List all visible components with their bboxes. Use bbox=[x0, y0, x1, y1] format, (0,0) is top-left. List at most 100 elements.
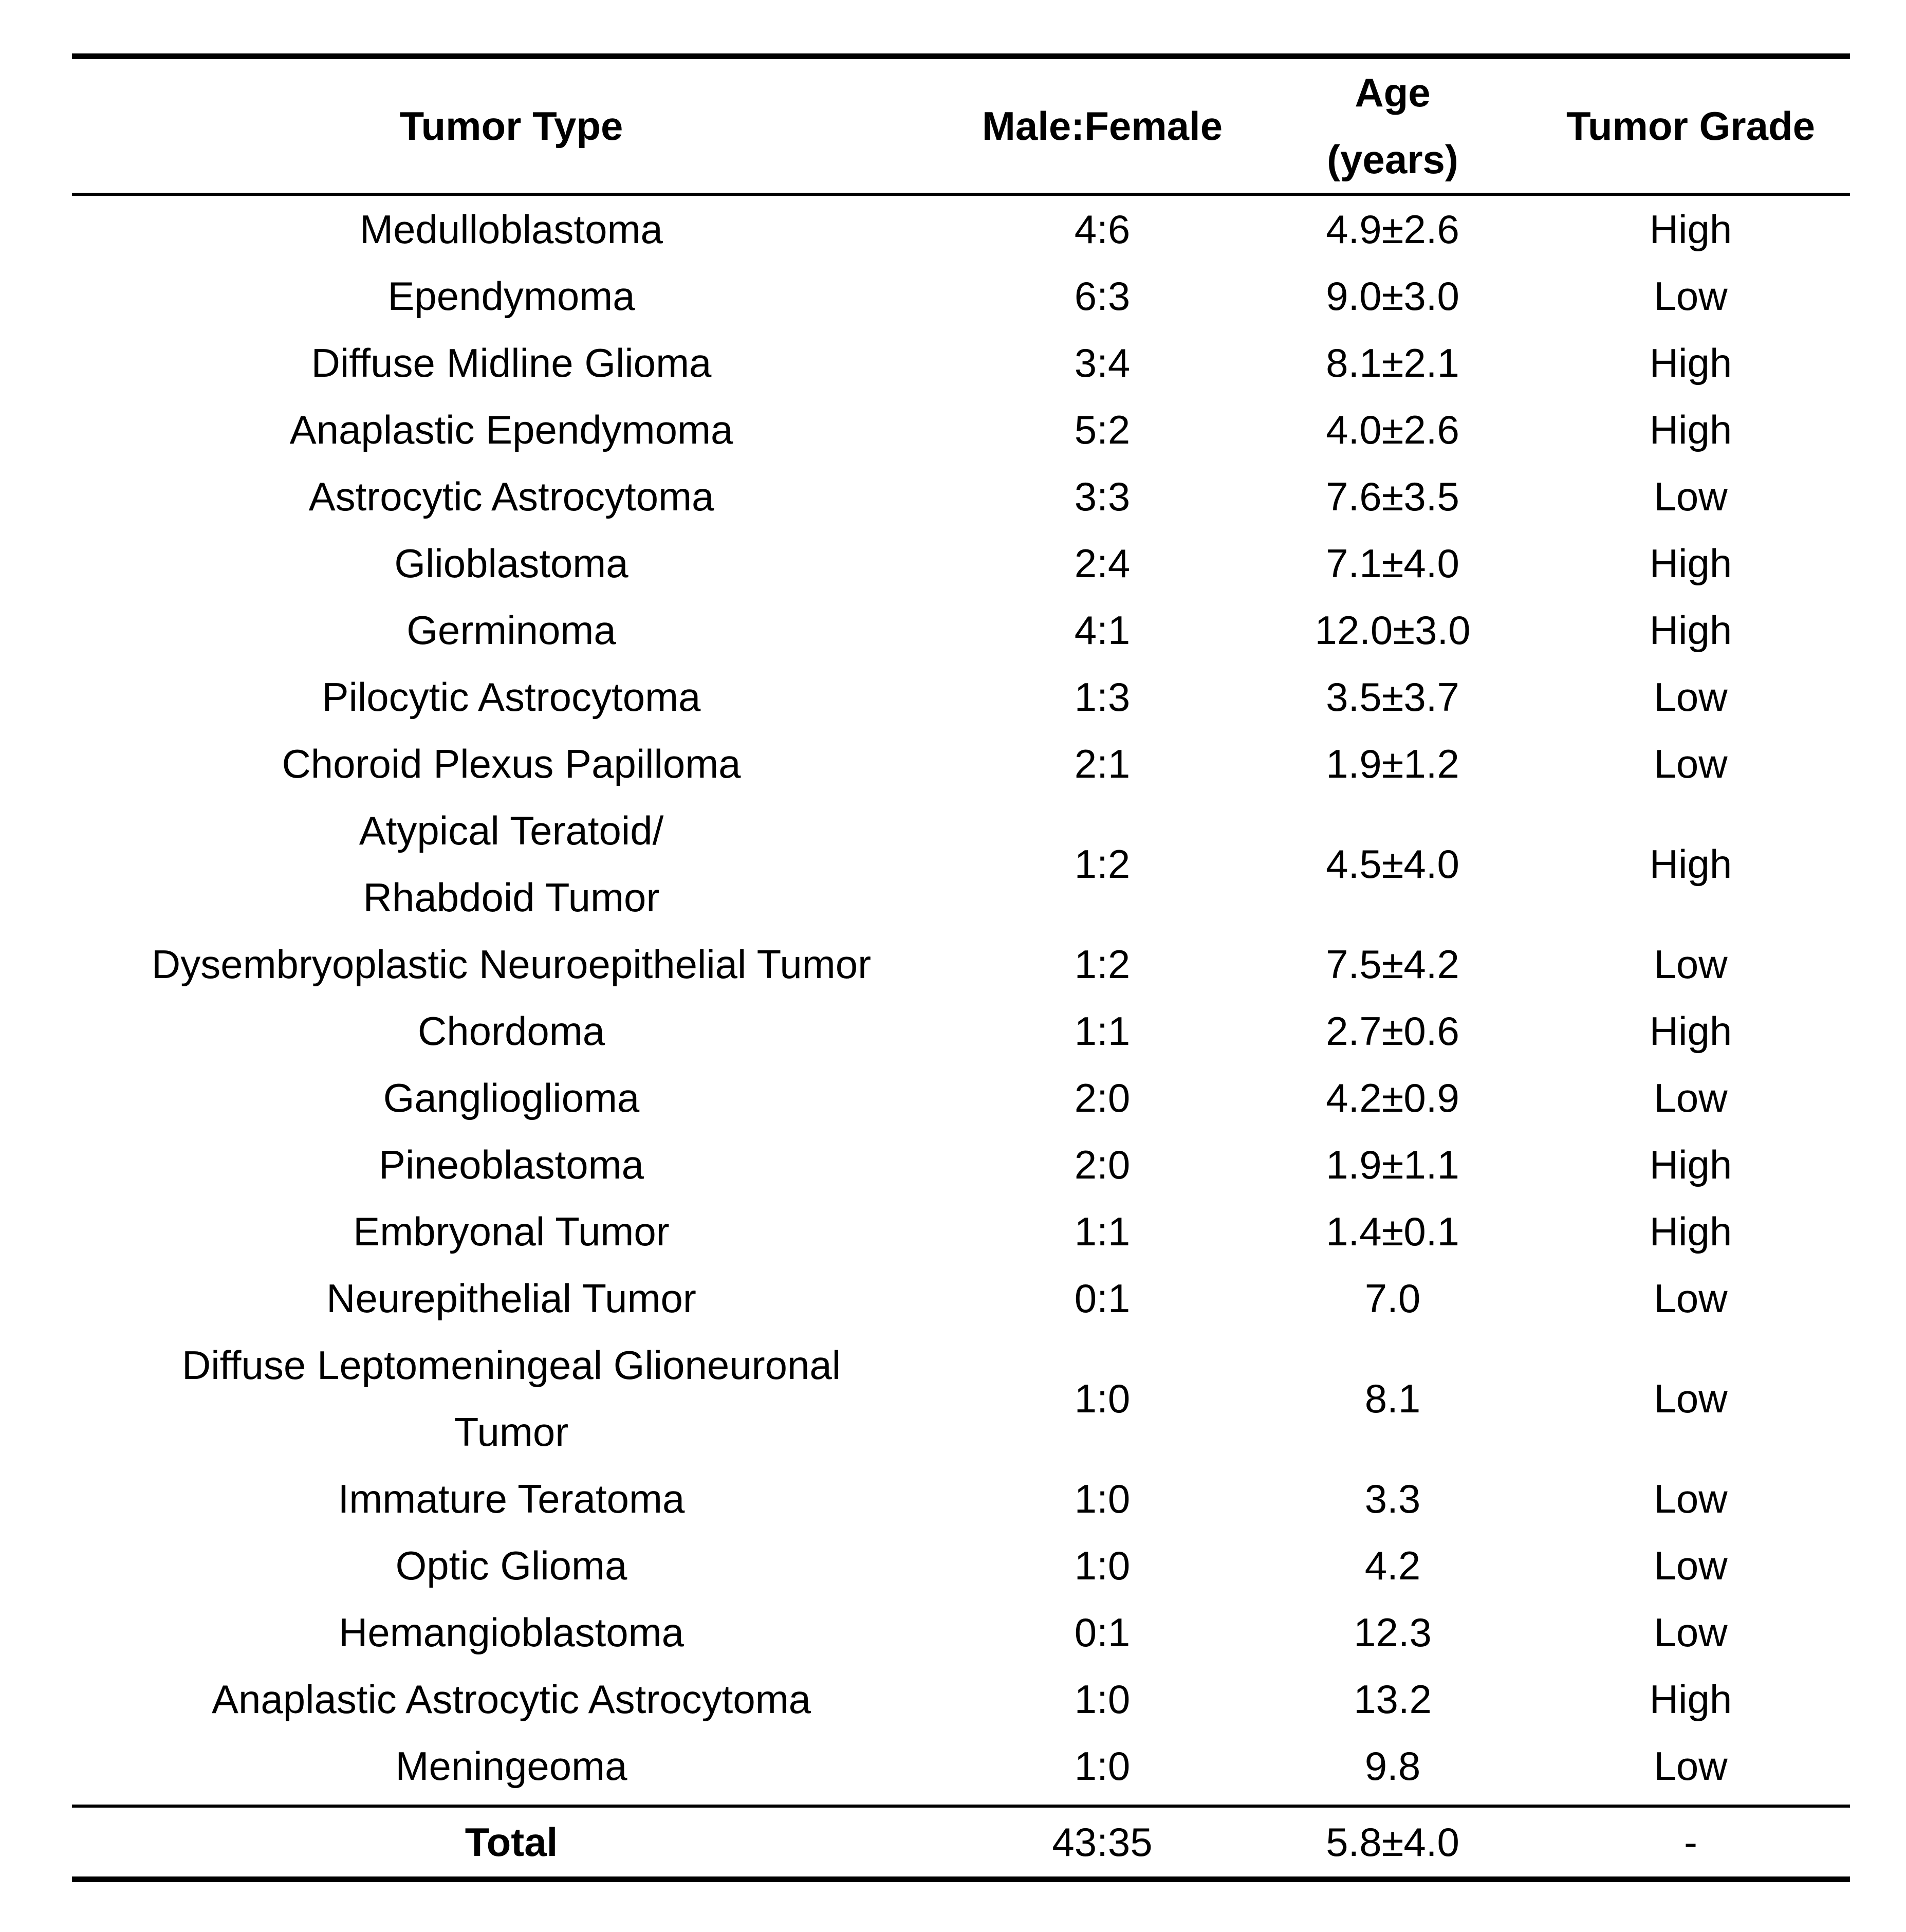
table-row: Medulloblastoma 4:6 4.9±2.6 High bbox=[72, 194, 1850, 263]
cell-age: 7.0 bbox=[1364, 1276, 1421, 1321]
tumor-type-line1: Choroid Plexus Papilloma bbox=[282, 741, 741, 786]
cell-tumor-type: Anaplastic Ependymoma bbox=[72, 396, 951, 463]
cell-male-female: 2:0 bbox=[1074, 1142, 1131, 1187]
table-row: Pilocytic Astrocytoma 1:3 3.5±3.7 Low bbox=[72, 664, 1850, 730]
cell-tumor-type: Immature Teratoma bbox=[72, 1465, 951, 1532]
cell-male-female: 4:6 bbox=[1074, 207, 1131, 252]
cell-male-female: 0:1 bbox=[1074, 1276, 1131, 1321]
total-grade: - bbox=[1684, 1819, 1697, 1865]
cell-age: 13.2 bbox=[1354, 1677, 1432, 1722]
cell-age: 4.5±4.0 bbox=[1326, 841, 1459, 887]
cell-age: 7.6±3.5 bbox=[1326, 474, 1459, 519]
table-body: Medulloblastoma 4:6 4.9±2.6 High Ependymoma 6… bbox=[72, 194, 1850, 1806]
cell-age: 12.0±3.0 bbox=[1315, 608, 1471, 653]
table-row: Pineoblastoma 2:0 1.9±1.1 High bbox=[72, 1131, 1850, 1198]
cell-tumor-grade: High bbox=[1649, 207, 1732, 252]
cell-tumor-type: Dysembryoplastic Neuroepithelial Tumor bbox=[72, 931, 951, 998]
tumor-type-line1: Neurepithelial Tumor bbox=[326, 1276, 696, 1321]
cell-male-female: 1:0 bbox=[1074, 1376, 1131, 1421]
cell-age: 7.5±4.2 bbox=[1326, 942, 1459, 987]
cell-tumor-type: Ganglioglioma bbox=[72, 1064, 951, 1131]
cell-tumor-grade: Low bbox=[1654, 741, 1728, 786]
cell-male-female: 5:2 bbox=[1074, 407, 1131, 452]
tumor-type-line1: Germinoma bbox=[406, 608, 616, 653]
header-tumor-type: Tumor Type bbox=[399, 103, 623, 149]
table-row: Anaplastic Ependymoma 5:2 4.0±2.6 High bbox=[72, 396, 1850, 463]
tumor-type-line1: Optic Glioma bbox=[395, 1543, 627, 1588]
cell-age: 12.3 bbox=[1354, 1610, 1432, 1655]
cell-tumor-type: Diffuse Leptomeningeal Glioneuronal Tumor bbox=[72, 1332, 951, 1465]
table-row: Diffuse Leptomeningeal Glioneuronal Tumor… bbox=[72, 1332, 1850, 1465]
cell-male-female: 0:1 bbox=[1074, 1610, 1131, 1655]
cell-tumor-grade: Low bbox=[1654, 674, 1728, 720]
cell-age: 4.2±0.9 bbox=[1326, 1075, 1459, 1120]
cell-tumor-type: Germinoma bbox=[72, 597, 951, 664]
tumor-type-line1: Ganglioglioma bbox=[383, 1075, 640, 1120]
cell-tumor-type: Meningeoma bbox=[72, 1733, 951, 1806]
cell-tumor-grade: High bbox=[1649, 1142, 1732, 1187]
table-row: Diffuse Midline Glioma 3:4 8.1±2.1 High bbox=[72, 329, 1850, 396]
cell-male-female: 3:3 bbox=[1074, 474, 1131, 519]
cell-tumor-type: Choroid Plexus Papilloma bbox=[72, 730, 951, 797]
cell-age: 3.5±3.7 bbox=[1326, 674, 1459, 720]
table-row: Anaplastic Astrocytic Astrocytoma 1:0 13.2… bbox=[72, 1666, 1850, 1733]
cell-male-female: 2:1 bbox=[1074, 741, 1131, 786]
table-row: Astrocytic Astrocytoma 3:3 7.6±3.5 Low bbox=[72, 463, 1850, 530]
tumor-type-line2: Rhabdoid Tumor bbox=[363, 875, 660, 920]
table-row: Choroid Plexus Papilloma 2:1 1.9±1.2 Low bbox=[72, 730, 1850, 797]
tumor-type-line1: Pineoblastoma bbox=[379, 1142, 644, 1187]
table-header: Tumor Type Male:Female Age (years) Tumor… bbox=[72, 56, 1850, 195]
cell-tumor-grade: Low bbox=[1654, 1075, 1728, 1120]
tumor-type-line1: Glioblastoma bbox=[394, 541, 628, 586]
table-row: Meningeoma 1:0 9.8 Low bbox=[72, 1733, 1850, 1806]
header-age-line1: Age bbox=[1355, 70, 1431, 115]
cell-age: 8.1 bbox=[1364, 1376, 1421, 1421]
table-row: Ependymoma 6:3 9.0±3.0 Low bbox=[72, 263, 1850, 329]
cell-tumor-grade: Low bbox=[1654, 1543, 1728, 1588]
cell-male-female: 4:1 bbox=[1074, 608, 1131, 653]
cell-male-female: 1:0 bbox=[1074, 1743, 1131, 1789]
cell-tumor-grade: Low bbox=[1654, 474, 1728, 519]
table-row: Germinoma 4:1 12.0±3.0 High bbox=[72, 597, 1850, 664]
header-male-female: Male:Female bbox=[982, 103, 1223, 149]
total-ratio: 43:35 bbox=[1052, 1819, 1153, 1865]
tumor-characteristics-table: Tumor Type Male:Female Age (years) Tumor… bbox=[72, 53, 1850, 1882]
cell-age: 4.2 bbox=[1364, 1543, 1421, 1588]
tumor-type-line1: Meningeoma bbox=[395, 1743, 627, 1789]
cell-male-female: 1:3 bbox=[1074, 674, 1131, 720]
cell-male-female: 1:1 bbox=[1074, 1209, 1131, 1254]
cell-age: 1.9±1.2 bbox=[1326, 741, 1459, 786]
cell-tumor-type: Medulloblastoma bbox=[72, 194, 951, 263]
cell-tumor-grade: Low bbox=[1654, 942, 1728, 987]
tumor-type-line1: Diffuse Midline Glioma bbox=[311, 340, 712, 385]
tumor-type-line1: Anaplastic Ependymoma bbox=[289, 407, 733, 452]
cell-tumor-grade: Low bbox=[1654, 1610, 1728, 1655]
cell-tumor-grade: High bbox=[1649, 541, 1732, 586]
cell-age: 4.0±2.6 bbox=[1326, 407, 1459, 452]
cell-tumor-grade: Low bbox=[1654, 1276, 1728, 1321]
cell-tumor-grade: High bbox=[1649, 1209, 1732, 1254]
header-age: Age (years) bbox=[1254, 57, 1531, 195]
cell-tumor-type: Embryonal Tumor bbox=[72, 1198, 951, 1265]
table-row: Chordoma 1:1 2.7±0.6 High bbox=[72, 998, 1850, 1064]
cell-age: 4.9±2.6 bbox=[1326, 207, 1459, 252]
cell-age: 9.8 bbox=[1364, 1743, 1421, 1789]
table-row: Immature Teratoma 1:0 3.3 Low bbox=[72, 1465, 1850, 1532]
cell-age: 3.3 bbox=[1364, 1476, 1421, 1521]
tumor-type-line1: Dysembryoplastic Neuroepithelial Tumor bbox=[151, 942, 872, 987]
cell-tumor-grade: High bbox=[1649, 407, 1732, 452]
tumor-type-line1: Anaplastic Astrocytic Astrocytoma bbox=[211, 1677, 811, 1722]
table-row: Neurepithelial Tumor 0:1 7.0 Low bbox=[72, 1265, 1850, 1332]
cell-age: 1.9±1.1 bbox=[1326, 1142, 1459, 1187]
cell-tumor-grade: Low bbox=[1654, 1476, 1728, 1521]
tumor-type-line1: Embryonal Tumor bbox=[353, 1209, 670, 1254]
cell-tumor-grade: Low bbox=[1654, 1376, 1728, 1421]
total-row: Total 43:35 5.8±4.0 - bbox=[72, 1806, 1850, 1880]
tumor-type-line1: Medulloblastoma bbox=[360, 207, 663, 252]
cell-tumor-type: Glioblastoma bbox=[72, 530, 951, 597]
cell-male-female: 6:3 bbox=[1074, 273, 1131, 319]
cell-tumor-grade: Low bbox=[1654, 1743, 1728, 1789]
cell-male-female: 1:2 bbox=[1074, 942, 1131, 987]
cell-age: 2.7±0.6 bbox=[1326, 1008, 1459, 1054]
cell-male-female: 1:2 bbox=[1074, 841, 1131, 887]
